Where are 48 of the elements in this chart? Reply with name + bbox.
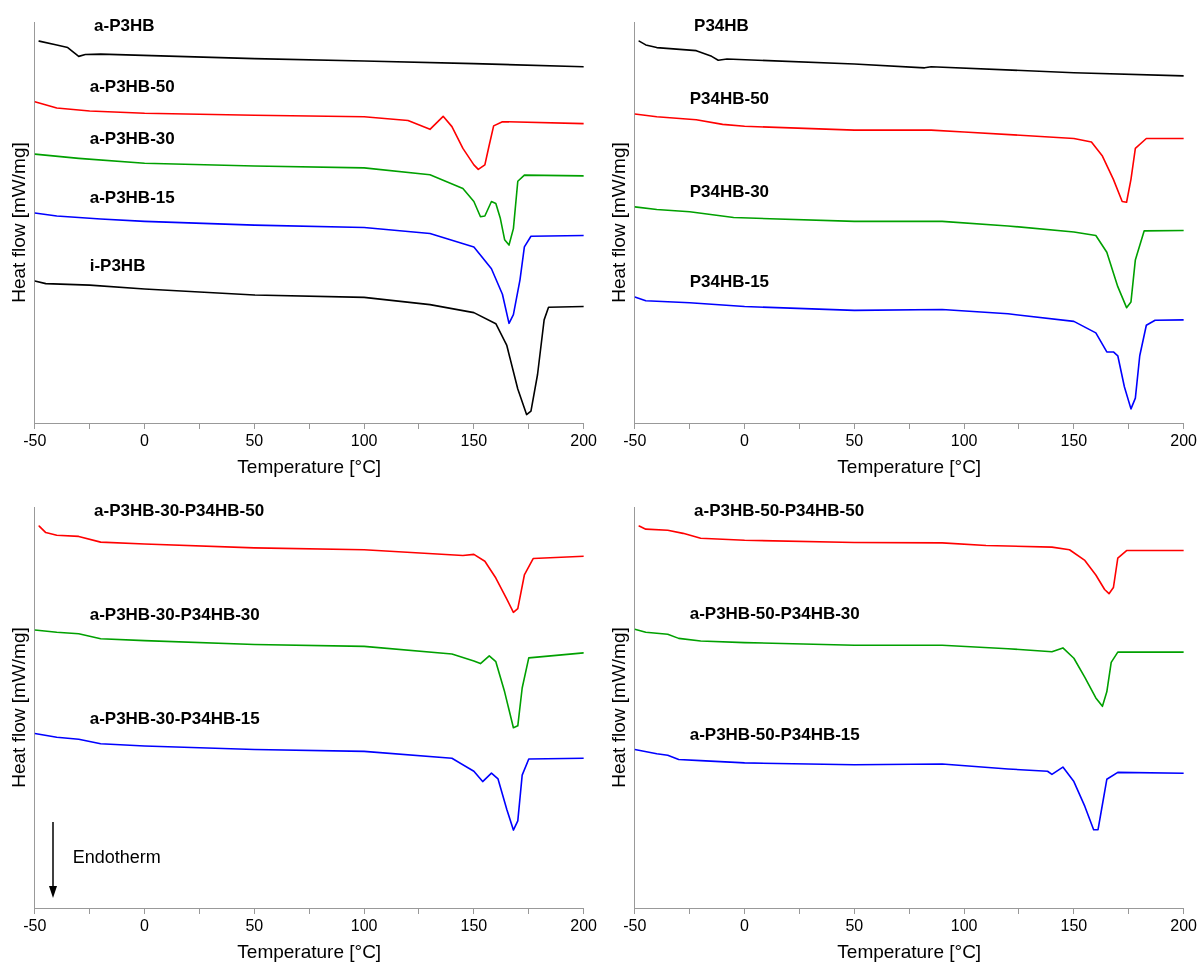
x-tick-label: 150 xyxy=(460,917,488,935)
series-label: a-P3HB-30-P34HB-30 xyxy=(89,605,260,625)
x-axis-title: Temperature [°C] xyxy=(837,455,982,477)
x-tick-label: 150 xyxy=(1060,917,1088,935)
x-tick-label: 100 xyxy=(350,432,378,450)
x-tick-label: -50 xyxy=(23,917,47,935)
series-label: a-P3HB-50 xyxy=(89,77,175,97)
series-label: a-P3HB-15 xyxy=(89,188,175,208)
x-tick-label: 0 xyxy=(140,432,150,450)
x-tick-label: 0 xyxy=(740,432,750,450)
y-axis-title: Heat flow [mW/mg] xyxy=(7,142,29,303)
x-tick-label: 100 xyxy=(350,917,378,935)
series-label: i-P3HB xyxy=(89,256,146,276)
x-tick-label: 200 xyxy=(1170,917,1198,935)
x-tick-label: 50 xyxy=(245,432,264,450)
series-label: a-P3HB-50-P34HB-50 xyxy=(694,501,865,521)
x-tick-label: -50 xyxy=(623,917,647,935)
series-label: P34HB xyxy=(694,16,749,36)
series-label: P34HB-15 xyxy=(689,272,770,292)
x-tick-label: 200 xyxy=(570,917,598,935)
annotation: Endotherm xyxy=(72,846,161,867)
series-label: P34HB-50 xyxy=(689,89,770,109)
y-axis-title: Heat flow [mW/mg] xyxy=(607,627,629,788)
series-label: a-P3HB-30-P34HB-50 xyxy=(94,501,265,521)
series-label: P34HB-30 xyxy=(689,182,770,202)
x-tick-label: 50 xyxy=(845,432,864,450)
x-tick-label: 150 xyxy=(460,432,488,450)
x-tick-label: -50 xyxy=(23,432,47,450)
x-tick-label: -50 xyxy=(623,432,647,450)
x-tick-label: 50 xyxy=(845,917,864,935)
y-axis-title: Heat flow [mW/mg] xyxy=(607,142,629,303)
x-axis-title: Temperature [°C] xyxy=(237,940,382,962)
series-label: a-P3HB-50-P34HB-30 xyxy=(689,604,860,624)
series-label: a-P3HB xyxy=(94,16,155,36)
series-label: a-P3HB-30 xyxy=(89,129,175,149)
series-label: a-P3HB-30-P34HB-15 xyxy=(89,708,260,728)
x-tick-label: 100 xyxy=(950,917,978,935)
x-axis-title: Temperature [°C] xyxy=(237,455,382,477)
y-axis-title: Heat flow [mW/mg] xyxy=(7,627,29,788)
x-tick-label: 150 xyxy=(1060,432,1088,450)
x-axis-title: Temperature [°C] xyxy=(837,940,982,962)
x-tick-label: 0 xyxy=(140,917,150,935)
x-tick-label: 50 xyxy=(245,917,264,935)
x-tick-label: 200 xyxy=(570,432,598,450)
x-tick-label: 100 xyxy=(950,432,978,450)
series-label: a-P3HB-50-P34HB-15 xyxy=(689,724,860,744)
x-tick-label: 200 xyxy=(1170,432,1198,450)
x-tick-label: 0 xyxy=(740,917,750,935)
